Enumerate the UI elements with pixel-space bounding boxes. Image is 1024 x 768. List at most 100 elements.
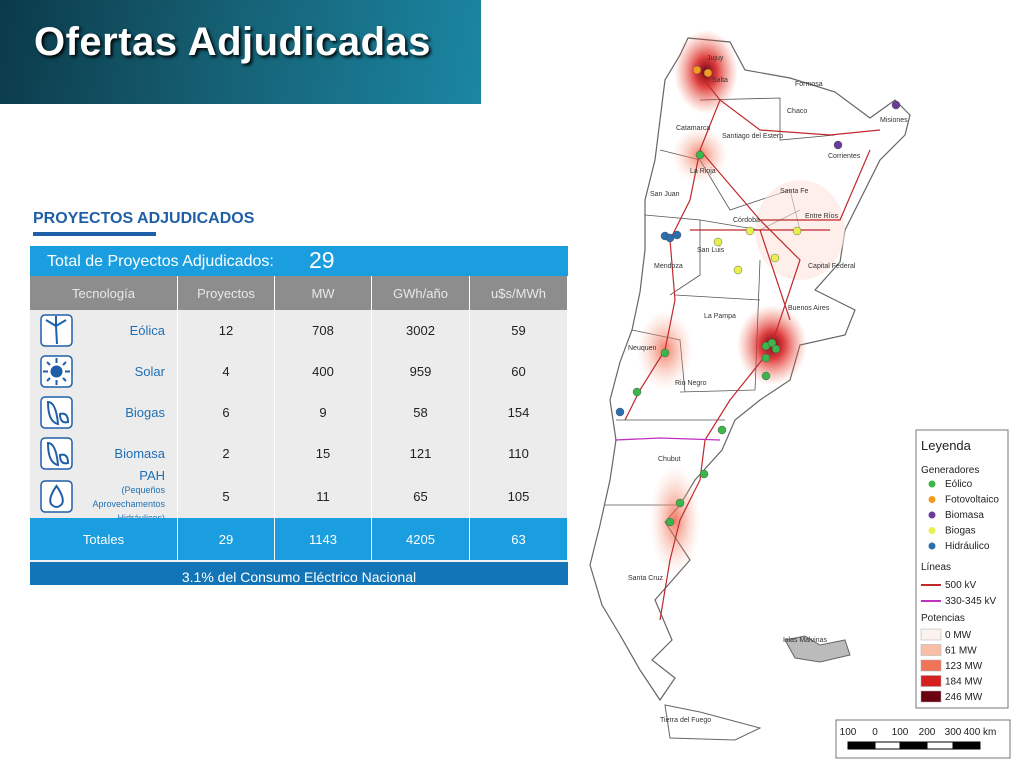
province-label: Rio Negro [675, 380, 707, 387]
scale-segment [847, 741, 876, 750]
column-header: u$s/MWh [470, 276, 568, 310]
province-label: Salta [712, 77, 728, 84]
province-label: Corrientes [828, 153, 861, 160]
tech-name: PAH [139, 467, 165, 483]
tech-icon [40, 437, 73, 470]
legend-label: Eólico [945, 479, 973, 490]
scale-segment [899, 741, 928, 750]
tech-cell: Eólica [30, 310, 178, 351]
tech-icon [40, 479, 73, 513]
legend-section: Generadores [921, 465, 979, 476]
tech-cell: Biomasa [30, 433, 178, 474]
legend-section: Potencias [921, 613, 965, 624]
legend-label: 0 MW [945, 630, 972, 641]
table-cell: 4 [178, 351, 275, 392]
province-label: Chubut [658, 456, 681, 463]
total-cell: 29 [178, 518, 275, 560]
tech-name: Biomasa [114, 446, 165, 461]
province-label: San Luis [697, 247, 725, 254]
scale-box [835, 719, 1011, 759]
legend-label: 246 MW [945, 692, 983, 703]
tierra-del-fuego [664, 704, 762, 741]
total-cell: 63 [470, 518, 568, 560]
table-row: PAH(Pequeños Aprovechamentos Hidráulicos… [30, 468, 568, 523]
tech-icon [40, 355, 73, 388]
scale-bar: 100 0 100 200 300 400 km [840, 727, 997, 750]
legend-swatch [920, 659, 942, 672]
table-cell: 110 [470, 433, 568, 474]
legend-label: 61 MW [945, 646, 977, 657]
legend-swatch [928, 480, 936, 488]
line-330kv [614, 437, 721, 441]
generator-dots [615, 65, 901, 527]
province-label: Buenos Aires [788, 305, 830, 312]
province-label: Córdoba [733, 217, 760, 224]
table-cell: 105 [470, 474, 568, 518]
tech-icon [40, 314, 73, 347]
scale-segment [926, 741, 954, 750]
province-label: La Pampa [704, 313, 736, 320]
column-header: Proyectos [178, 276, 275, 310]
legend-label: Biogas [945, 526, 976, 537]
tech-name: Biogas [125, 405, 165, 420]
tech-icon [40, 396, 73, 429]
table-cell: 58 [372, 392, 470, 433]
province-label: Capital Federal [808, 263, 856, 270]
province-label: Tierra del Fuego [660, 717, 711, 724]
legend-label: 123 MW [945, 661, 983, 672]
table-cell: 121 [372, 433, 470, 474]
province-label: Santiago del Estero [722, 133, 783, 140]
totals-label: Totales [30, 518, 178, 560]
table-cell: 65 [372, 474, 470, 518]
scale-segment [952, 741, 981, 750]
scale-label: 300 [945, 727, 962, 738]
table-row: Eólica 12 708 3002 59 [30, 310, 568, 352]
table-cell: 3002 [372, 310, 470, 351]
province-label: La Rioja [690, 168, 716, 175]
legend-section: Líneas [921, 562, 951, 573]
table-cell: 400 [275, 351, 372, 392]
tech-name: Solar [134, 364, 165, 379]
province-label: Santa Cruz [628, 575, 664, 582]
tech-name: Eólica [129, 323, 165, 338]
province-label: Santa Fe [780, 188, 809, 195]
legend-swatch [920, 644, 942, 656]
table-cell: 959 [372, 351, 470, 392]
column-header: GWh/año [372, 276, 470, 310]
totals-row: Totales 29 1143 4205 63 [30, 518, 568, 560]
table-cell: 5 [178, 474, 275, 518]
province-label: Formosa [795, 81, 823, 88]
province-label: Mendoza [654, 263, 683, 270]
legend-swatch [928, 496, 936, 503]
table-cell: 6 [178, 392, 275, 433]
scale-segment [874, 741, 901, 750]
total-bar: Total de Proyectos Adjudicados: 29 [30, 246, 568, 276]
map: Jujuy Salta Formosa Chaco Misiones Catamarca S… [589, 30, 1011, 759]
legend-swatch [928, 527, 936, 534]
table-footer: 3.1% del Consumo Eléctrico Nacional [30, 562, 568, 585]
province-label: Entre Ríos [805, 213, 839, 220]
province-label: Chaco [787, 108, 807, 115]
tech-cell: Biogas [30, 392, 178, 433]
scale-label: 100 [892, 727, 909, 738]
legend-label: Hidráulico [945, 541, 990, 552]
footer-text: 3.1% del Consumo Eléctrico Nacional [181, 569, 417, 585]
legend-label: Biomasa [945, 510, 984, 521]
heading-underline [33, 232, 156, 236]
header-row: Tecnología Proyectos MW GWh/año u$s/MWh [30, 276, 568, 310]
table-cell: 15 [275, 433, 372, 474]
title-banner: Ofertas Adjudicadas [0, 0, 481, 104]
province-labels: Jujuy Salta Formosa Chaco Misiones Catamarca S… [628, 55, 908, 724]
scale-label: 400 km [964, 727, 997, 738]
table-cell: 59 [470, 310, 568, 351]
tech-cell: PAH(Pequeños Aprovechamentos Hidráulicos… [30, 468, 178, 523]
total-cell: 1143 [275, 518, 372, 560]
tech-note: (Pequeños Aprovechamentos Hidráulicos) [92, 484, 165, 523]
scale-label: 0 [872, 727, 878, 738]
scale-label: 100 [840, 727, 857, 738]
legend-swatch [928, 511, 936, 519]
legend-swatch [920, 628, 942, 641]
scale-label: 200 [919, 727, 936, 738]
legend-label: 184 MW [945, 677, 983, 688]
